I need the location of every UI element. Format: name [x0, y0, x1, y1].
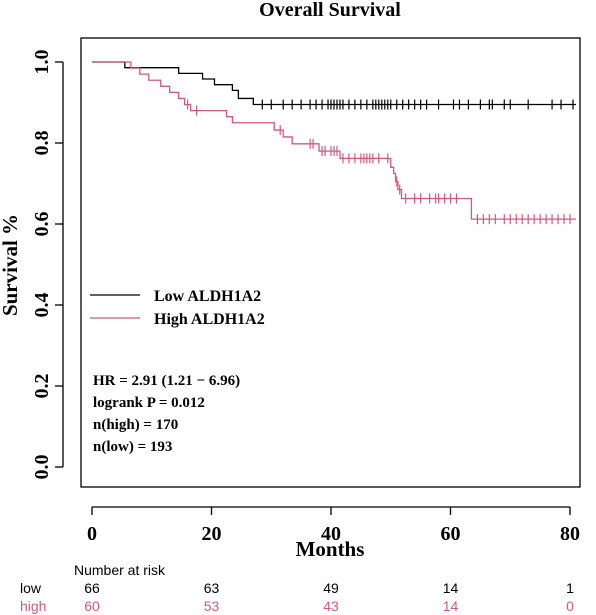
risk-value: 60: [84, 598, 100, 614]
y-tick-label: 0.6: [31, 212, 53, 237]
chart-title: Overall Survival: [259, 0, 401, 21]
risk-table-title: Number at risk: [74, 562, 166, 578]
risk-row-label: high: [20, 598, 46, 614]
risk-value: 66: [84, 580, 100, 596]
x-axis-label: Months: [296, 537, 365, 561]
y-tick-label: 0.8: [31, 131, 53, 156]
x-tick-label: 20: [202, 523, 222, 545]
axes: 0 20 40 60 80 0.0 0.2 0.4 0.6 0.8 1.0: [31, 50, 580, 546]
risk-value: 14: [443, 598, 459, 614]
risk-value: 1: [566, 580, 574, 596]
legend: Low ALDH1A2 High ALDH1A2: [90, 288, 265, 328]
risk-value: 0: [566, 598, 574, 614]
plot-frame: [80, 37, 581, 488]
stat-annotation: n(high) = 170: [93, 417, 178, 433]
y-axis-label: Survival %: [0, 214, 22, 316]
survival-curve-high: [92, 61, 576, 220]
x-tick-label: 60: [441, 523, 461, 545]
risk-value: 49: [323, 580, 339, 596]
stat-annotation: HR = 2.91 (1.21 − 6.96): [93, 373, 240, 389]
legend-label: Low ALDH1A2: [154, 288, 261, 305]
legend-label: High ALDH1A2: [154, 311, 265, 328]
survival-curve-low: [92, 61, 576, 106]
annotations: HR = 2.91 (1.21 − 6.96) logrank P = 0.012…: [93, 373, 240, 455]
risk-table: Number at risk low 66 63 49 14 1 high 60 53 43 14 0: [20, 562, 574, 614]
risk-value: 53: [204, 598, 220, 614]
stat-annotation: logrank P = 0.012: [93, 395, 205, 411]
x-tick-label: 0: [87, 523, 97, 545]
survival-curves: [92, 61, 576, 225]
stat-annotation: n(low) = 193: [93, 439, 172, 455]
risk-value: 63: [204, 580, 220, 596]
y-tick-label: 0.4: [31, 293, 53, 318]
risk-row-label: low: [20, 580, 42, 596]
x-tick-label: 40: [321, 523, 341, 545]
risk-value: 43: [323, 598, 339, 614]
x-tick-label: 80: [560, 523, 580, 545]
y-tick-label: 1.0: [31, 50, 53, 75]
y-tick-label: 0.0: [31, 455, 53, 480]
y-tick-label: 0.2: [31, 374, 53, 399]
risk-value: 14: [443, 580, 459, 596]
